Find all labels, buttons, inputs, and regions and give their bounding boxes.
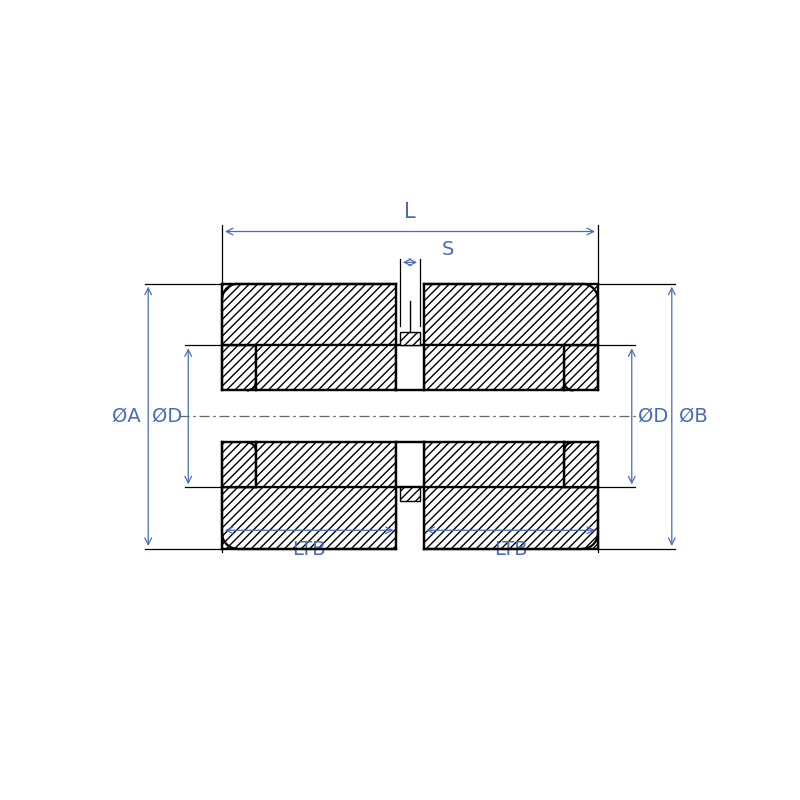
Text: ØA: ØA <box>112 407 141 426</box>
Polygon shape <box>222 284 397 346</box>
Polygon shape <box>400 487 420 501</box>
Polygon shape <box>397 442 423 487</box>
Polygon shape <box>222 442 256 487</box>
Text: ØB: ØB <box>679 407 708 426</box>
Text: ØD: ØD <box>638 407 668 426</box>
Text: ØD: ØD <box>152 407 182 426</box>
Polygon shape <box>423 284 598 346</box>
Polygon shape <box>423 487 598 549</box>
Polygon shape <box>564 346 598 390</box>
Text: L: L <box>404 202 416 222</box>
Polygon shape <box>256 346 397 390</box>
Text: S: S <box>442 240 454 259</box>
Polygon shape <box>564 442 598 487</box>
Polygon shape <box>423 442 564 487</box>
Polygon shape <box>423 346 564 390</box>
Polygon shape <box>400 332 420 346</box>
Polygon shape <box>222 346 256 390</box>
Text: LTB: LTB <box>494 539 527 558</box>
Polygon shape <box>222 487 397 549</box>
Polygon shape <box>397 346 423 390</box>
Polygon shape <box>256 442 397 487</box>
Text: LTB: LTB <box>293 539 326 558</box>
